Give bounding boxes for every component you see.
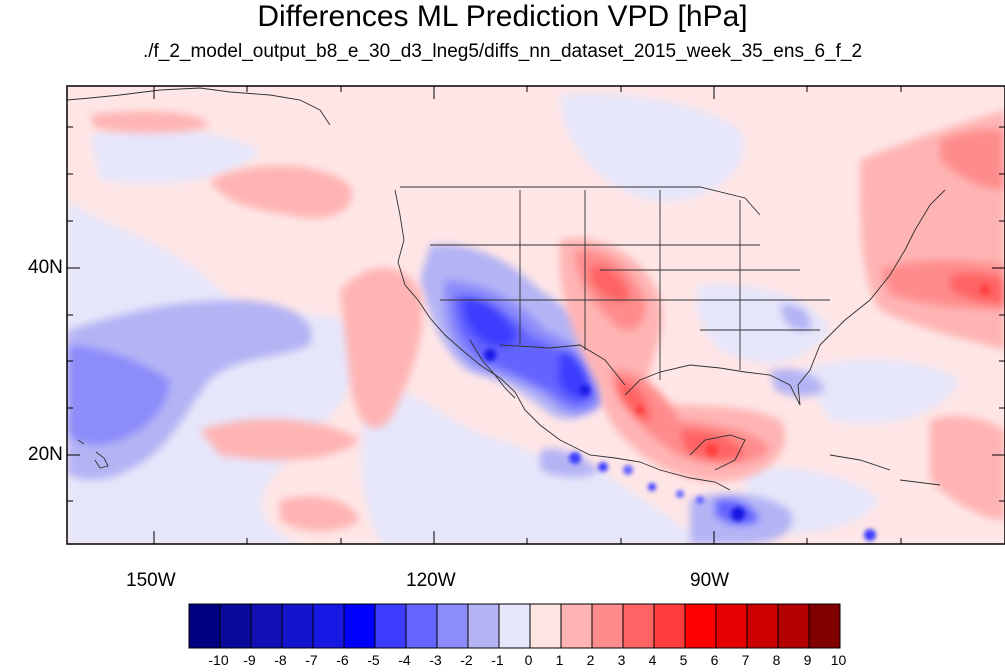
colorbar-box-9: [467, 603, 500, 649]
contour-pos3-kansas: [590, 264, 630, 302]
colorbar-label: 5: [679, 652, 688, 668]
contour-neg1-north-central: [560, 93, 744, 202]
xlabel-90w: 90W: [690, 570, 730, 591]
contour-neg2-mexico-pacific: [540, 448, 600, 478]
colorbar-box-0: [188, 603, 221, 649]
contour-pos3-atlantic: [950, 272, 1005, 305]
colorbar-box-16: [684, 603, 717, 649]
coastlines: [67, 87, 946, 491]
mexico-border: [499, 344, 626, 386]
colorbar-box-6: [374, 603, 407, 649]
blob-pos-3: [980, 285, 990, 295]
caribbean-islands: [829, 454, 941, 486]
contour-pos1-east-pacific: [280, 496, 360, 532]
xlabel-120w: 120W: [406, 570, 456, 591]
colorbar-label: 9: [803, 652, 812, 668]
colorbar-label: 2: [586, 652, 595, 668]
colorbar-box-4: [312, 603, 345, 649]
contour-neg1-gulf-atlantic: [800, 359, 960, 424]
contour-neg1-east-us: [696, 284, 830, 364]
ylabel-20n: 20N: [28, 444, 63, 465]
xlabel-150w: 150W: [126, 570, 176, 591]
blob-neg-6: [696, 496, 704, 504]
blob-pos-1: [706, 444, 718, 456]
contour-neg1-north-pacific: [90, 127, 260, 184]
blob-neg-2: [598, 462, 608, 472]
blob-neg-1: [569, 452, 581, 464]
colorbar-label: -8: [274, 652, 287, 668]
contour-pos1-north-pacific: [210, 165, 352, 219]
colorbar-label: 6: [710, 652, 719, 668]
contour-pos2-new-england: [940, 129, 1005, 190]
map-title: Differences ML Prediction VPD [hPa]: [257, 0, 748, 33]
contour-neg2-gulf-coast: [770, 368, 825, 397]
blob-neg-8: [864, 529, 876, 541]
contour-neg2-appalachia: [780, 304, 811, 332]
hawaii-islands: [77, 439, 109, 469]
colorbar-box-2: [250, 603, 283, 649]
colorbar-label: -10: [208, 652, 229, 668]
contour-pos1-alaska-coast: [90, 111, 210, 133]
colorbar-box-5: [343, 603, 376, 649]
colorbar-box-12: [560, 603, 593, 649]
colorbar-box-1: [219, 603, 252, 649]
blob-neg-4: [648, 483, 656, 491]
colorbar-box-15: [653, 603, 686, 649]
colorbar-box-7: [405, 603, 438, 649]
colorbar-label: -4: [398, 652, 411, 668]
ylabel-40n: 40N: [28, 257, 63, 278]
contour-neg5-california: [462, 299, 516, 347]
alaska-coast: [67, 87, 331, 126]
colorbar-label: 7: [741, 652, 750, 668]
contour-field: [67, 86, 1005, 544]
colorbar-box-20: [808, 603, 841, 649]
blob-neg-3: [623, 465, 633, 475]
colorbar-label: 4: [648, 652, 657, 668]
blob-pos-2: [636, 406, 644, 414]
baja-line: [469, 339, 516, 399]
colorbar-label: -2: [460, 652, 473, 668]
contour-pos1-north-atlantic: [930, 415, 1005, 520]
colorbar-label: -5: [367, 652, 380, 668]
colorbar-box-11: [529, 603, 562, 649]
blob-neg-7: [731, 507, 745, 521]
colorbar-box-19: [777, 603, 810, 649]
blob-neg-9: [484, 349, 496, 361]
contour-neg3-hawaii-core: [67, 345, 170, 445]
colorbar-label: -7: [305, 652, 318, 668]
colorbar-label: 8: [772, 652, 781, 668]
colorbar-box-10: [498, 603, 531, 649]
canada-border: [400, 186, 761, 216]
colorbar-label: -1: [491, 652, 504, 668]
colorbar-box-18: [746, 603, 779, 649]
contour-pos1-south-pacific: [200, 419, 360, 460]
colorbar-box-3: [281, 603, 314, 649]
colorbar-label: -6: [336, 652, 349, 668]
yucatan-line: [689, 434, 746, 471]
colorbar-label: 1: [555, 652, 564, 668]
colorbar-box-13: [591, 603, 624, 649]
colorbar-label: 10: [830, 652, 847, 668]
contour-neg1-central-mexico: [361, 380, 700, 544]
colorbar-box-8: [436, 603, 469, 649]
axis-ticks: [67, 86, 1005, 544]
contour-pos1-central-pacific: [340, 267, 423, 428]
west-coast-line: [394, 189, 731, 491]
blob-neg-5: [676, 490, 684, 498]
map-subtitle: ./f_2_model_output_b8_e_30_d3_lneg5/diff…: [142, 41, 863, 62]
colorbar-box-14: [622, 603, 655, 649]
colorbar-label: -9: [243, 652, 256, 668]
colorbar: [188, 603, 841, 649]
colorbar-label: 3: [617, 652, 626, 668]
blob-neg-10: [580, 385, 590, 395]
colorbar-box-17: [715, 603, 748, 649]
colorbar-label: -3: [429, 652, 442, 668]
gulf-coast-line: [624, 189, 946, 406]
colorbar-label: 0: [524, 652, 533, 668]
